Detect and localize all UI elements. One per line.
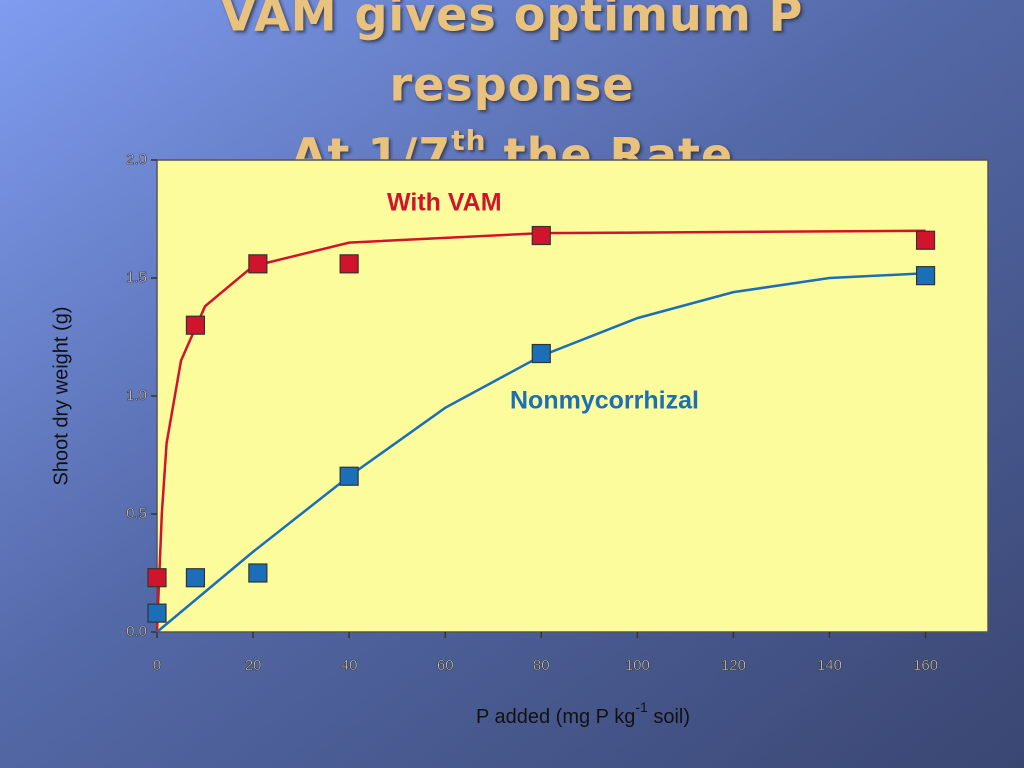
y-tick-label: 0.5 <box>126 505 147 522</box>
y-tick-label: 2.0 <box>126 151 147 168</box>
series-label: With VAM <box>387 189 502 217</box>
y-tick-label: 1.5 <box>126 269 147 286</box>
title-sup: th <box>451 124 486 157</box>
marker <box>185 568 206 588</box>
marker <box>915 230 936 250</box>
y-tick-label: 0.0 <box>126 623 147 640</box>
marker <box>248 563 268 583</box>
title-line: VAM gives optimum P <box>221 0 804 42</box>
marker <box>248 254 268 274</box>
x-tick-label: 140 <box>817 657 842 674</box>
marker <box>147 603 167 623</box>
x-tick-label: 120 <box>721 657 746 674</box>
title-line: response <box>389 58 634 112</box>
x-tick-label: 160 <box>913 657 938 674</box>
series-label: Nonmycorrhizal <box>510 387 699 415</box>
fit-line <box>155 229 926 633</box>
marker <box>339 466 359 486</box>
y-tick-label: 1.0 <box>126 387 147 404</box>
x-label-part: soil) <box>648 706 690 728</box>
y-axis-label: Shoot dry weight (g) <box>50 307 72 486</box>
x-tick-label: 20 <box>245 657 262 674</box>
plot-area <box>156 159 989 633</box>
marker <box>147 568 167 588</box>
x-tick-label: 100 <box>625 657 650 674</box>
x-tick-label: 0 <box>153 657 161 674</box>
x-label-sup: -1 <box>635 699 648 715</box>
x-tick-label: 60 <box>437 657 454 674</box>
marker <box>339 254 359 274</box>
x-label-part: P added (mg P kg <box>476 706 635 728</box>
marker <box>915 266 936 286</box>
x-axis-label: P added (mg P kg-1 soil) <box>476 699 690 729</box>
x-tick-label: 80 <box>533 657 550 674</box>
marker <box>531 225 551 246</box>
x-tick-label: 40 <box>341 657 358 674</box>
marker <box>185 315 206 335</box>
marker <box>531 343 551 364</box>
